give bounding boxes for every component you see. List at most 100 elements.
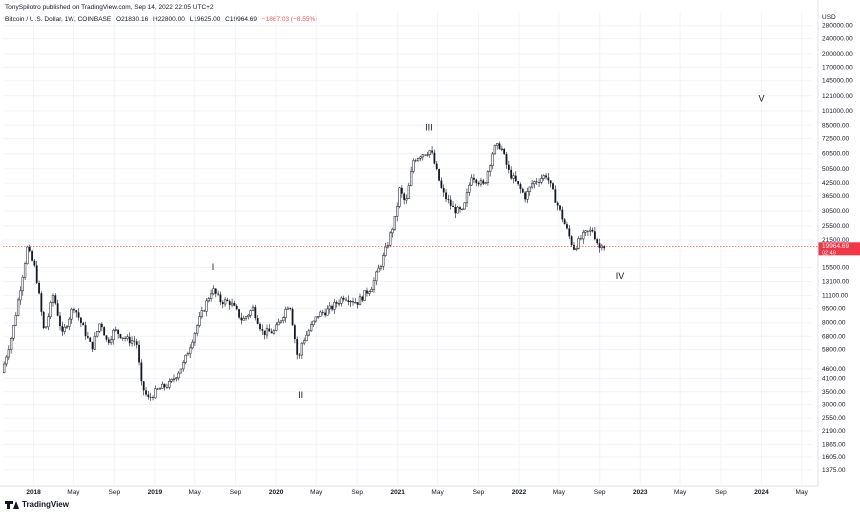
candle <box>270 328 273 334</box>
candle <box>282 316 285 324</box>
candle <box>421 154 424 161</box>
candle <box>161 381 164 389</box>
candle <box>21 275 24 296</box>
candle <box>510 166 513 180</box>
candle <box>251 304 255 311</box>
candle <box>175 377 178 382</box>
candle <box>265 324 269 339</box>
candle <box>109 336 113 346</box>
candle <box>598 238 601 253</box>
y-tick-label: 4100.00 <box>822 376 846 383</box>
candle <box>337 299 341 307</box>
candlestick-series <box>3 141 606 401</box>
candle <box>459 205 461 213</box>
candle <box>584 230 587 236</box>
candle <box>319 310 322 317</box>
candle <box>521 187 524 194</box>
candle <box>524 191 527 203</box>
candle <box>363 290 366 301</box>
candle <box>298 352 301 359</box>
candle <box>117 329 120 339</box>
y-tick-label: 9500.00 <box>822 305 846 312</box>
candle <box>540 174 543 185</box>
wave-label[interactable]: III <box>425 122 433 132</box>
candle <box>256 315 259 325</box>
candle <box>498 141 501 150</box>
x-tick-label: Sep <box>715 489 727 496</box>
candle <box>517 180 520 186</box>
candle <box>333 298 336 314</box>
candle <box>310 321 313 332</box>
brand-label: TradingView <box>22 500 69 509</box>
candle <box>238 308 240 320</box>
candle <box>312 320 315 328</box>
time-axis: 2018 May Sep 2019 May Sep 2020 May Sep 2021 May Sep… <box>0 485 818 496</box>
candle <box>568 225 571 240</box>
y-tick-label: 1375.00 <box>822 467 846 474</box>
candle <box>403 192 406 205</box>
candle <box>447 194 450 204</box>
candle <box>396 202 399 222</box>
candle <box>549 180 552 188</box>
candle <box>307 328 310 337</box>
candle <box>203 309 206 313</box>
candle <box>26 245 29 265</box>
candle <box>247 313 250 320</box>
candle <box>112 328 115 345</box>
candle <box>163 383 166 391</box>
candle <box>33 258 36 268</box>
candle <box>314 316 317 324</box>
wave-label[interactable]: IV <box>616 271 625 281</box>
y-tick-label: 13100.00 <box>822 279 849 286</box>
candle <box>596 238 599 245</box>
candle <box>140 359 143 386</box>
candle <box>75 309 78 318</box>
x-tick-label: Sep <box>594 489 606 496</box>
candle <box>244 315 248 321</box>
ohlc-close: C19964.69 <box>225 16 257 23</box>
candle <box>496 143 499 150</box>
candle <box>547 172 550 185</box>
candle <box>133 335 136 346</box>
y-tick-label: 85000.00 <box>822 122 849 129</box>
tradingview-footer[interactable]: TradingView <box>5 500 69 509</box>
candle <box>593 227 596 241</box>
candle <box>296 336 299 360</box>
candle <box>31 249 33 262</box>
candle <box>126 334 129 341</box>
candle <box>149 392 152 401</box>
wave-label[interactable]: V <box>758 94 764 104</box>
candle <box>468 182 471 196</box>
candle <box>452 201 454 208</box>
candle <box>268 324 271 332</box>
candle <box>82 321 85 326</box>
candle <box>135 338 138 349</box>
wave-label[interactable]: II <box>298 390 303 400</box>
candle <box>147 390 150 400</box>
candle <box>361 295 364 302</box>
candle <box>124 336 126 342</box>
candle <box>326 305 329 316</box>
candle <box>170 378 173 383</box>
candle <box>473 173 475 184</box>
candle <box>491 151 494 170</box>
candle <box>340 296 343 307</box>
candle <box>514 171 517 183</box>
y-tick-label: 60500.00 <box>822 151 849 158</box>
currency-label: USD <box>822 14 836 21</box>
candle <box>442 184 445 197</box>
wave-label[interactable]: I <box>212 262 215 272</box>
candle <box>538 178 540 188</box>
candle <box>600 243 604 251</box>
candle <box>217 290 220 297</box>
candle <box>200 306 203 319</box>
candle <box>254 304 257 321</box>
ohlc-change: −1867.03 (−8.55%) <box>261 16 318 23</box>
candle <box>410 166 413 187</box>
candle <box>65 325 69 329</box>
candle <box>454 203 457 219</box>
candle <box>400 185 403 198</box>
candle <box>9 336 13 354</box>
